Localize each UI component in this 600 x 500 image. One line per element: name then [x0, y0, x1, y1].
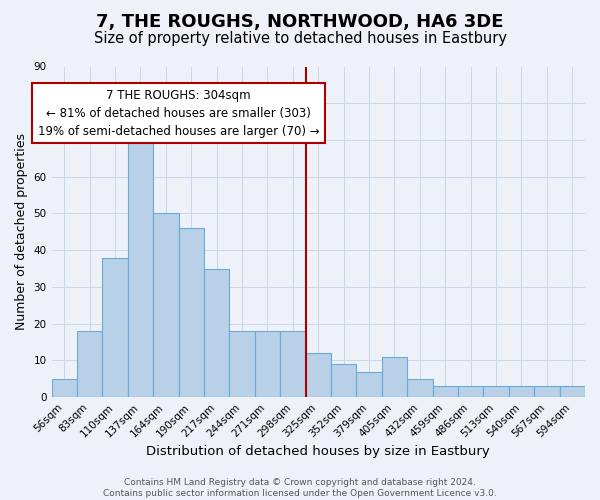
- X-axis label: Distribution of detached houses by size in Eastbury: Distribution of detached houses by size …: [146, 444, 490, 458]
- Bar: [280, 331, 305, 397]
- Y-axis label: Number of detached properties: Number of detached properties: [15, 134, 28, 330]
- Text: 7 THE ROUGHS: 304sqm
← 81% of detached houses are smaller (303)
19% of semi-deta: 7 THE ROUGHS: 304sqm ← 81% of detached h…: [38, 88, 319, 138]
- Bar: [229, 331, 255, 397]
- Bar: [52, 379, 77, 397]
- Bar: [255, 331, 280, 397]
- Text: Size of property relative to detached houses in Eastbury: Size of property relative to detached ho…: [94, 31, 506, 46]
- Bar: [331, 364, 356, 397]
- Bar: [534, 386, 560, 397]
- Bar: [77, 331, 103, 397]
- Text: 7, THE ROUGHS, NORTHWOOD, HA6 3DE: 7, THE ROUGHS, NORTHWOOD, HA6 3DE: [96, 12, 504, 30]
- Bar: [484, 386, 509, 397]
- Text: Contains HM Land Registry data © Crown copyright and database right 2024.
Contai: Contains HM Land Registry data © Crown c…: [103, 478, 497, 498]
- Bar: [407, 379, 433, 397]
- Bar: [103, 258, 128, 397]
- Bar: [433, 386, 458, 397]
- Bar: [179, 228, 204, 397]
- Bar: [204, 268, 229, 397]
- Bar: [509, 386, 534, 397]
- Bar: [356, 372, 382, 397]
- Bar: [560, 386, 585, 397]
- Bar: [305, 353, 331, 397]
- Bar: [382, 357, 407, 397]
- Bar: [128, 132, 153, 397]
- Bar: [458, 386, 484, 397]
- Bar: [153, 214, 179, 397]
